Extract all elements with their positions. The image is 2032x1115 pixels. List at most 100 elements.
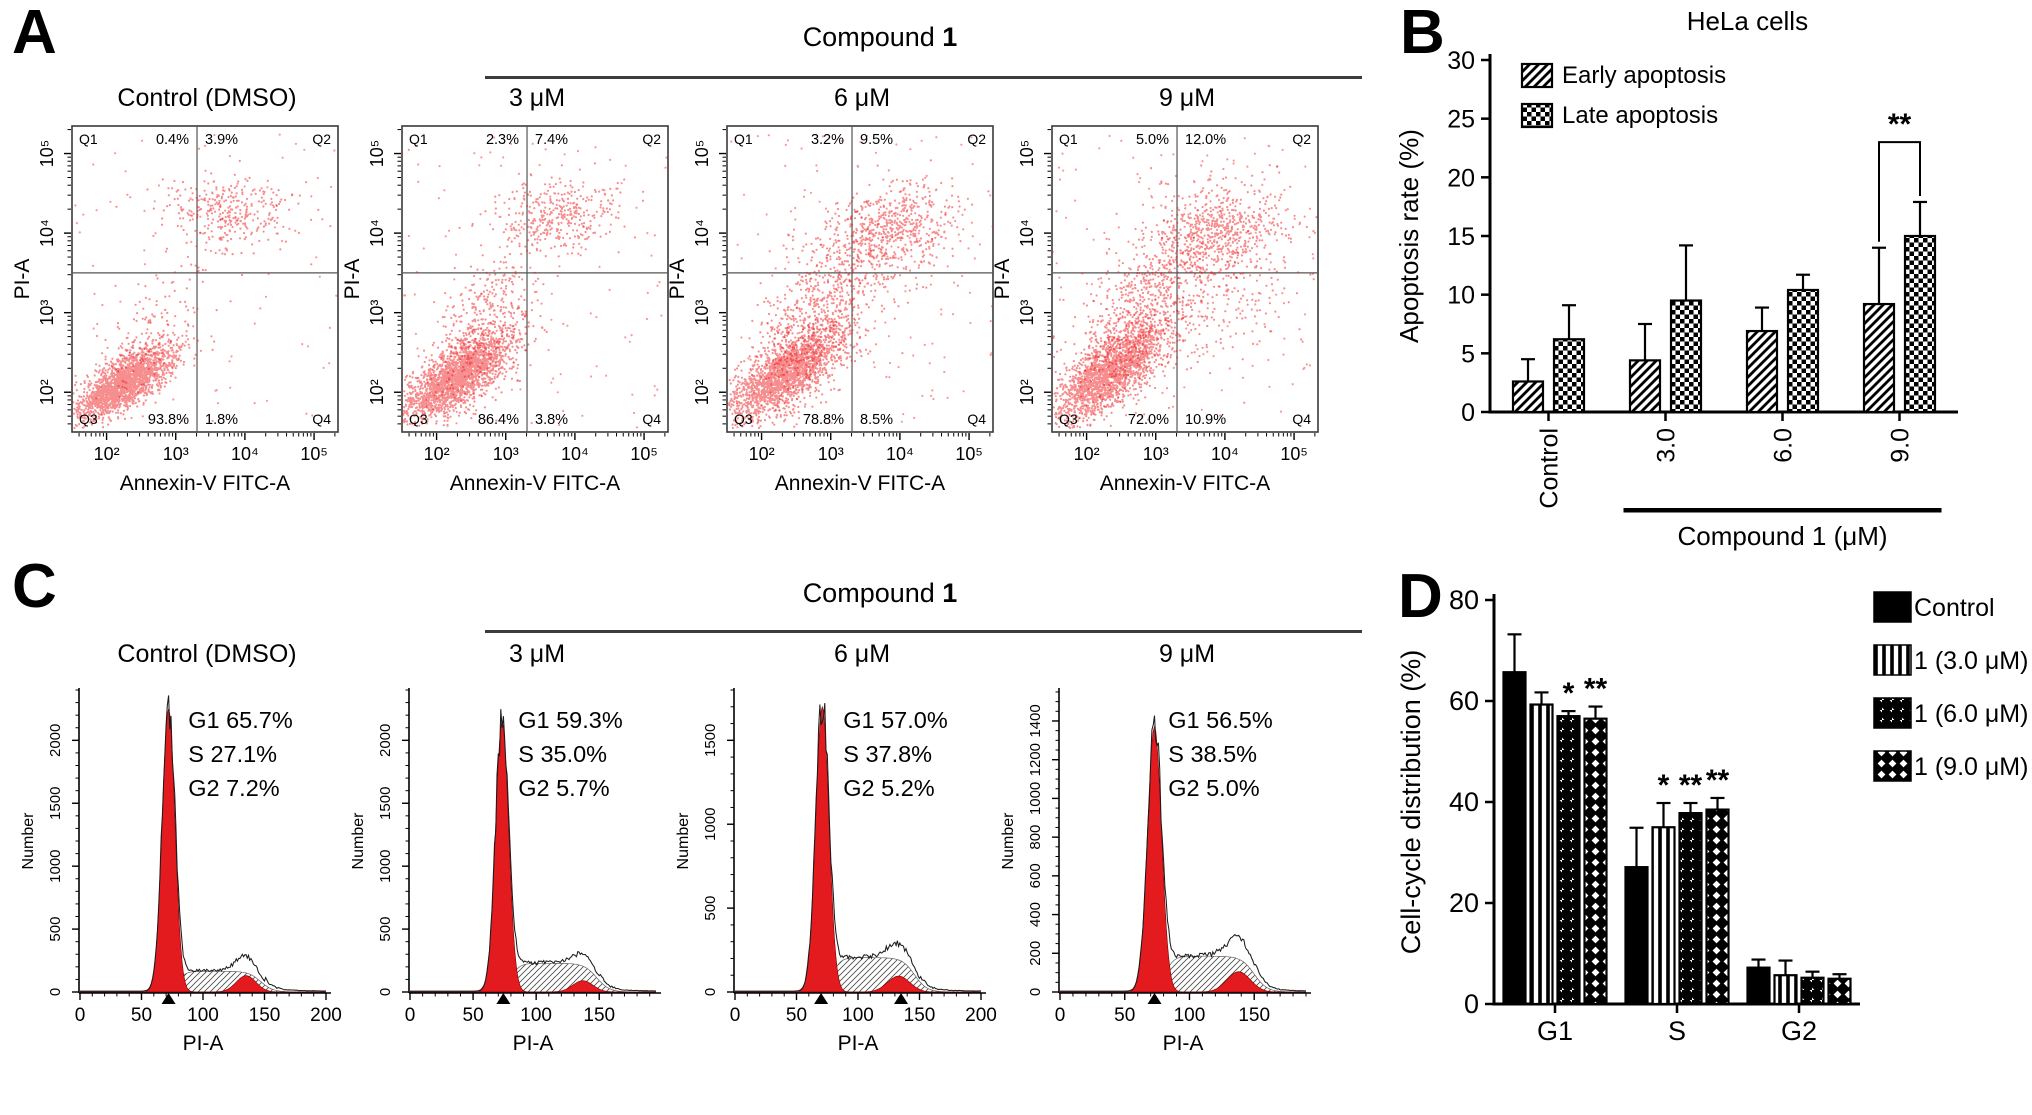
svg-text:100: 100 <box>1174 1005 1206 1026</box>
svg-text:10⁴: 10⁴ <box>561 444 589 464</box>
svg-text:**: ** <box>1584 673 1608 706</box>
svg-text:150: 150 <box>904 1005 936 1026</box>
panel-a-label: A <box>12 0 57 67</box>
svg-text:10⁵: 10⁵ <box>37 140 57 167</box>
svg-text:Q3: Q3 <box>409 411 428 427</box>
svg-text:10²: 10² <box>749 444 775 464</box>
svg-text:*: * <box>1563 677 1575 710</box>
svg-text:10⁴: 10⁴ <box>1211 444 1239 464</box>
svg-text:Early apoptosis: Early apoptosis <box>1562 62 1726 89</box>
svg-text:12.0%: 12.0% <box>1185 132 1226 148</box>
svg-text:Q4: Q4 <box>1292 411 1311 427</box>
svg-text:Compound 1 (μM): Compound 1 (μM) <box>1677 521 1887 551</box>
svg-text:**: ** <box>1706 764 1730 797</box>
svg-text:10³: 10³ <box>37 300 57 326</box>
cellcycle-histogram-9um: 0 200 400 600 800 1000 1200 1400 0 50 100 150 Number… <box>1000 688 1311 1055</box>
svg-text:Q2: Q2 <box>1292 131 1311 147</box>
svg-text:1000: 1000 <box>1027 782 1044 815</box>
svg-text:10⁵: 10⁵ <box>955 444 982 464</box>
svg-text:3.9%: 3.9% <box>205 132 238 148</box>
svg-text:93.8%: 93.8% <box>148 412 189 428</box>
hist-title-6um: 6 μM <box>833 640 891 668</box>
svg-text:Apoptosis rate (%): Apoptosis rate (%) <box>1394 129 1424 343</box>
svg-text:0.4%: 0.4% <box>156 132 189 148</box>
svg-text:Q2: Q2 <box>642 131 661 147</box>
flow-title-6um: 6 μM <box>833 84 891 112</box>
svg-text:50: 50 <box>786 1005 807 1026</box>
svg-text:1500: 1500 <box>702 724 719 757</box>
cellcycle-distribution-bar-chart: 0 20 40 60 80 Cell-cycle distribution (%) G1 S G… <box>1396 585 2028 1046</box>
svg-text:10⁵: 10⁵ <box>1017 140 1037 167</box>
svg-text:10⁵: 10⁵ <box>630 444 657 464</box>
cellcycle-histogram-control: 0 500 1000 1500 2000 0 50 100 150 200 Number PI-A G1… <box>20 688 342 1055</box>
svg-text:500: 500 <box>47 917 64 942</box>
svg-text:10²: 10² <box>424 444 450 464</box>
svg-text:Q1: Q1 <box>734 131 753 147</box>
svg-text:G1 57.0%: G1 57.0% <box>843 707 948 733</box>
svg-text:PI-A: PI-A <box>667 259 689 300</box>
svg-text:Annexin-V FITC-A: Annexin-V FITC-A <box>1100 472 1270 495</box>
svg-text:*: * <box>1658 769 1670 802</box>
svg-text:Q2: Q2 <box>967 131 986 147</box>
svg-text:8.5%: 8.5% <box>860 412 893 428</box>
svg-text:10²: 10² <box>37 379 57 405</box>
flow-title-3um: 3 μM <box>508 84 566 112</box>
svg-text:50: 50 <box>463 1005 484 1026</box>
svg-text:10⁴: 10⁴ <box>886 444 914 464</box>
svg-text:10⁵: 10⁵ <box>300 444 327 464</box>
svg-text:G2 7.2%: G2 7.2% <box>188 775 280 801</box>
svg-text:10.9%: 10.9% <box>1185 412 1226 428</box>
svg-text:PI-A: PI-A <box>1163 1032 1204 1055</box>
svg-text:Q2: Q2 <box>312 131 331 147</box>
svg-text:80: 80 <box>1449 585 1479 615</box>
svg-text:30: 30 <box>1447 47 1475 75</box>
svg-text:1500: 1500 <box>47 787 64 820</box>
compound-header-line-a <box>485 76 1362 79</box>
compound-header-a: Compound 1 <box>802 22 958 52</box>
svg-text:S 27.1%: S 27.1% <box>188 741 277 767</box>
svg-text:Q4: Q4 <box>642 411 661 427</box>
flow-title-9um: 9 μM <box>1158 84 1216 112</box>
svg-text:Annexin-V FITC-A: Annexin-V FITC-A <box>120 472 290 495</box>
svg-text:Q1: Q1 <box>79 131 98 147</box>
svg-text:50: 50 <box>131 1005 152 1026</box>
svg-text:S 35.0%: S 35.0% <box>518 741 607 767</box>
svg-text:10³: 10³ <box>692 300 712 326</box>
hist-title-9um: 9 μM <box>1158 640 1216 668</box>
svg-text:2.3%: 2.3% <box>486 132 519 148</box>
svg-text:1000: 1000 <box>47 849 64 882</box>
svg-text:Q1: Q1 <box>1059 131 1078 147</box>
svg-text:Cell-cycle distribution (%): Cell-cycle distribution (%) <box>1396 650 1426 955</box>
svg-text:2000: 2000 <box>47 724 64 757</box>
svg-text:G2: G2 <box>1781 1016 1817 1046</box>
apoptosis-rate-bar-chart: 0 5 10 15 20 25 30 Apoptosis rate (%) HeLa cells… <box>1394 6 1958 551</box>
svg-text:0: 0 <box>1027 988 1044 996</box>
svg-text:10³: 10³ <box>163 444 189 464</box>
svg-text:2000: 2000 <box>377 724 394 757</box>
svg-text:S: S <box>1668 1016 1686 1046</box>
svg-text:Q3: Q3 <box>1059 411 1078 427</box>
svg-text:0: 0 <box>1464 989 1479 1019</box>
svg-text:10⁵: 10⁵ <box>367 140 387 167</box>
svg-text:10²: 10² <box>1017 379 1037 405</box>
svg-text:50: 50 <box>1114 1005 1135 1026</box>
compound-header-c: Compound 1 <box>802 578 958 608</box>
svg-text:Number: Number <box>20 812 37 870</box>
svg-text:200: 200 <box>965 1005 997 1026</box>
hist-title-control: Control (DMSO) <box>117 640 297 668</box>
svg-text:20: 20 <box>1449 888 1479 918</box>
svg-text:G1: G1 <box>1537 1016 1573 1046</box>
svg-text:HeLa cells: HeLa cells <box>1687 6 1808 36</box>
svg-text:PI-A: PI-A <box>183 1032 224 1055</box>
svg-text:10³: 10³ <box>1017 300 1037 326</box>
svg-text:Q4: Q4 <box>967 411 986 427</box>
svg-text:**: ** <box>1888 108 1912 141</box>
svg-text:5: 5 <box>1461 340 1475 368</box>
svg-text:10⁴: 10⁴ <box>1017 219 1037 247</box>
svg-text:500: 500 <box>377 917 394 942</box>
svg-text:9.5%: 9.5% <box>860 132 893 148</box>
svg-text:9.0: 9.0 <box>1887 428 1915 463</box>
svg-text:PI-A: PI-A <box>838 1032 879 1055</box>
svg-text:3.0: 3.0 <box>1653 428 1681 463</box>
